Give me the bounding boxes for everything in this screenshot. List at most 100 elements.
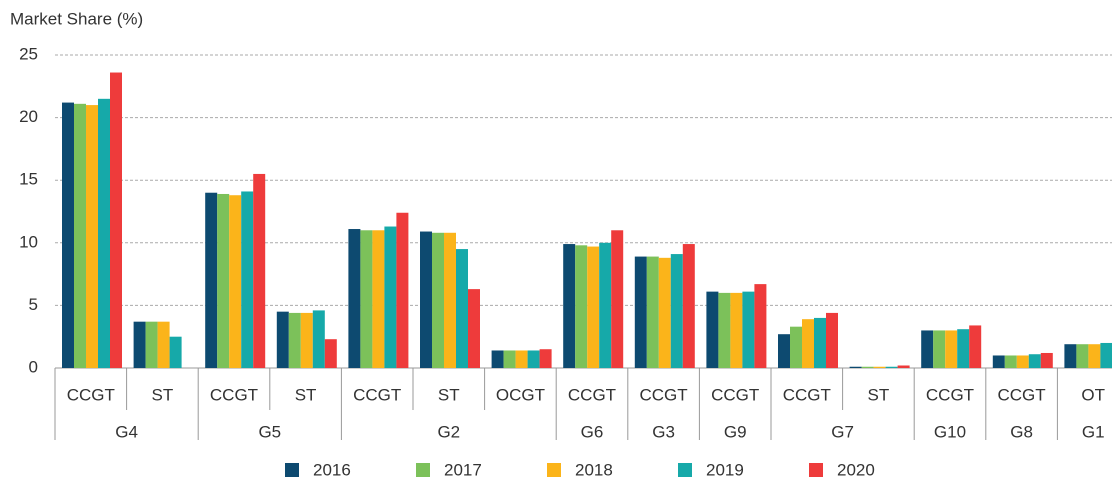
bar bbox=[503, 350, 516, 368]
bar bbox=[288, 312, 301, 368]
bar bbox=[814, 317, 826, 368]
bar bbox=[849, 366, 862, 368]
bar bbox=[646, 256, 659, 368]
bar bbox=[790, 326, 802, 368]
group-label: G1 bbox=[1082, 422, 1105, 441]
bar bbox=[933, 330, 946, 368]
bar bbox=[384, 226, 397, 368]
bar bbox=[1076, 344, 1089, 368]
x-tick-label: OT bbox=[1081, 385, 1105, 404]
legend-label: 2017 bbox=[444, 460, 482, 479]
bar bbox=[969, 325, 982, 368]
y-tick-label: 5 bbox=[29, 295, 38, 314]
x-tick-label: ST bbox=[868, 385, 890, 404]
bar bbox=[1040, 352, 1053, 368]
bar bbox=[324, 339, 337, 368]
x-tick-label: CCGT bbox=[353, 385, 401, 404]
bar bbox=[658, 257, 671, 368]
bar bbox=[515, 350, 528, 368]
group-label: G4 bbox=[115, 422, 138, 441]
bar bbox=[491, 350, 504, 368]
bar bbox=[1004, 355, 1017, 368]
bar bbox=[682, 244, 695, 368]
bar bbox=[157, 321, 170, 368]
bar bbox=[145, 321, 158, 368]
bar bbox=[300, 312, 313, 368]
legend-swatch bbox=[809, 463, 823, 477]
group-label: G5 bbox=[258, 422, 281, 441]
bar bbox=[599, 242, 612, 368]
bar bbox=[539, 349, 552, 368]
bar bbox=[957, 329, 970, 368]
bar bbox=[802, 319, 814, 368]
y-tick-label: 15 bbox=[19, 170, 38, 189]
bar bbox=[945, 330, 958, 368]
bar bbox=[360, 230, 373, 368]
bar bbox=[634, 256, 647, 368]
legend-label: 2016 bbox=[313, 460, 351, 479]
bar bbox=[312, 310, 325, 368]
bar bbox=[861, 366, 874, 368]
bar bbox=[372, 230, 385, 368]
group-label: G10 bbox=[934, 422, 966, 441]
y-tick-label: 0 bbox=[29, 357, 38, 376]
group-label: G3 bbox=[652, 422, 675, 441]
legend-swatch bbox=[285, 463, 299, 477]
x-tick-label: CCGT bbox=[783, 385, 831, 404]
legend-swatch bbox=[547, 463, 561, 477]
bar bbox=[432, 232, 444, 368]
x-tick-label: ST bbox=[438, 385, 460, 404]
bar bbox=[420, 231, 432, 368]
y-tick-label: 10 bbox=[19, 232, 38, 251]
y-tick-label: 20 bbox=[19, 107, 38, 126]
y-tick-label: 25 bbox=[19, 44, 38, 63]
group-label: G8 bbox=[1010, 422, 1033, 441]
bar bbox=[217, 193, 230, 368]
bar bbox=[873, 366, 886, 368]
bar bbox=[742, 291, 755, 368]
x-tick-label: CCGT bbox=[926, 385, 974, 404]
bar bbox=[1088, 344, 1101, 368]
bar bbox=[1028, 354, 1041, 368]
bar bbox=[205, 192, 218, 368]
bar bbox=[110, 72, 122, 368]
bar bbox=[611, 230, 624, 368]
bar bbox=[86, 105, 98, 368]
legend-label: 2019 bbox=[706, 460, 744, 479]
bar bbox=[241, 191, 254, 368]
group-label: G7 bbox=[831, 422, 854, 441]
bar bbox=[826, 312, 838, 368]
bar bbox=[885, 366, 898, 368]
bar bbox=[527, 350, 540, 368]
x-tick-label: CCGT bbox=[568, 385, 616, 404]
bar bbox=[229, 195, 242, 368]
bar bbox=[575, 245, 588, 368]
bar bbox=[468, 289, 480, 368]
bar bbox=[1016, 355, 1029, 368]
bar bbox=[348, 229, 361, 368]
x-tick-label: CCGT bbox=[210, 385, 258, 404]
x-tick-label: ST bbox=[295, 385, 317, 404]
bar bbox=[670, 254, 683, 368]
x-tick-label: CCGT bbox=[640, 385, 688, 404]
bar bbox=[253, 173, 266, 368]
bar bbox=[276, 311, 289, 368]
bar bbox=[1064, 344, 1077, 368]
x-tick-label: ST bbox=[152, 385, 174, 404]
group-label: G6 bbox=[581, 422, 604, 441]
legend-label: 2018 bbox=[575, 460, 613, 479]
bar bbox=[74, 103, 86, 368]
bar bbox=[921, 330, 934, 368]
bar bbox=[444, 232, 456, 368]
y-axis-title: Market Share (%) bbox=[10, 9, 143, 28]
legend-swatch bbox=[678, 463, 692, 477]
bar bbox=[1100, 342, 1112, 368]
x-tick-label: CCGT bbox=[67, 385, 115, 404]
x-tick-label: CCGT bbox=[998, 385, 1046, 404]
bar bbox=[730, 292, 743, 368]
x-tick-label: OCGT bbox=[496, 385, 545, 404]
bar bbox=[718, 292, 731, 368]
group-label: G9 bbox=[724, 422, 747, 441]
bar bbox=[587, 246, 600, 368]
bar bbox=[992, 355, 1005, 368]
